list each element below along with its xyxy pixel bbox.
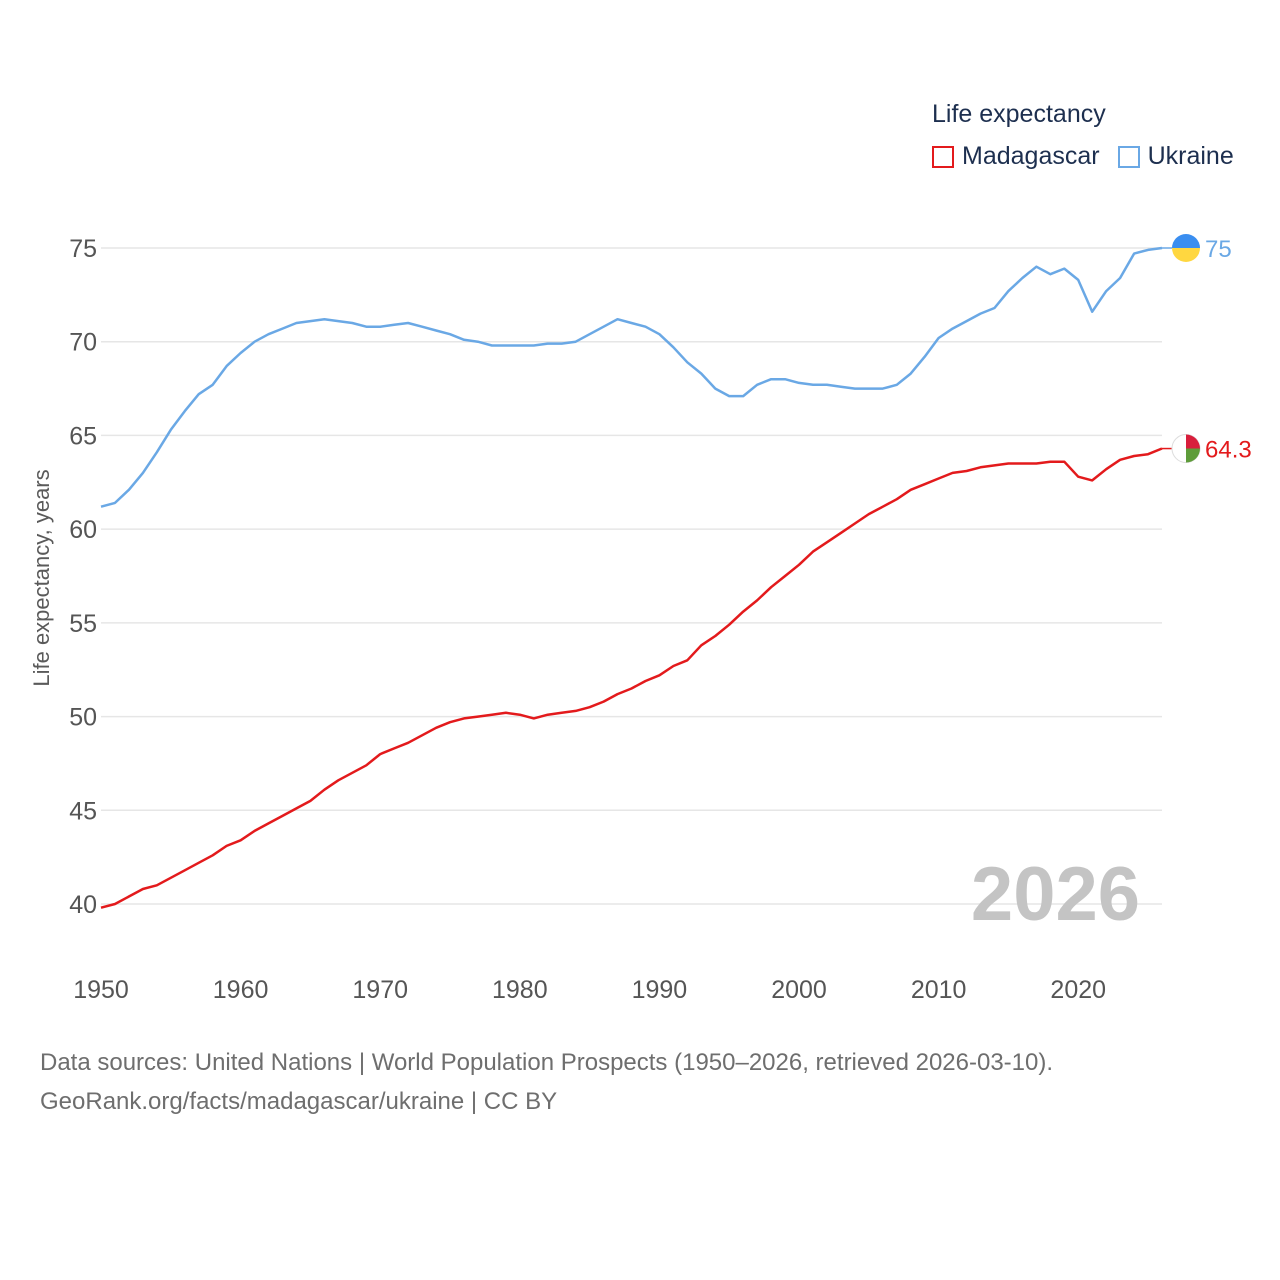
data-source: Data sources: United Nations | World Pop… — [40, 1043, 1053, 1121]
x-tick-label: 2020 — [1050, 976, 1106, 1004]
y-tick-label: 45 — [69, 797, 97, 825]
flag-green-madagascar — [1186, 448, 1200, 463]
legend-item-madagascar[interactable]: Madagascar — [932, 142, 1100, 171]
y-tick-label: 60 — [69, 516, 97, 544]
y-tick-label: 40 — [69, 891, 97, 919]
x-tick-label: 1990 — [632, 976, 688, 1004]
end-value-label-ukraine: 75 — [1205, 236, 1232, 263]
y-tick-label: 70 — [69, 329, 97, 357]
source-line-1: Data sources: United Nations | World Pop… — [40, 1049, 1054, 1076]
source-line-2[interactable]: GeoRank.org/facts/madagascar/ukraine | C… — [40, 1088, 558, 1115]
legend-swatch-madagascar — [932, 145, 954, 168]
y-tick-label: 65 — [69, 422, 97, 450]
series-line-ukraine — [100, 246, 1163, 508]
legend-title: Life expectancy — [932, 100, 1106, 128]
legend-item-ukraine[interactable]: Ukraine — [1117, 142, 1234, 171]
legend-swatch-ukraine — [1117, 145, 1140, 168]
x-tick-label: 2000 — [771, 976, 827, 1004]
life-expectancy-chart: 40 45 50 55 60 65 70 75 1950 1960 1970 1980 1990 2000… — [69, 234, 1252, 1004]
y-tick-label: 75 — [69, 235, 97, 263]
legend: Madagascar Ukraine — [932, 142, 1252, 171]
year-watermark: 2026 — [971, 852, 1140, 937]
x-tick-label: 1960 — [213, 976, 269, 1004]
x-tick-label: 1950 — [73, 976, 129, 1004]
x-tick-label: 1970 — [352, 976, 408, 1004]
flag-top-ukraine — [1172, 234, 1200, 248]
series-line-madagascar — [100, 447, 1163, 909]
flag-red-madagascar — [1186, 434, 1200, 449]
legend-label-ukraine: Ukraine — [1147, 142, 1234, 170]
legend-label-madagascar: Madagascar — [962, 142, 1100, 170]
flag-bottom-ukraine — [1172, 248, 1200, 262]
y-tick-label: 50 — [69, 704, 97, 732]
x-tick-label: 1980 — [492, 976, 548, 1004]
y-tick-label: 55 — [69, 610, 97, 638]
end-value-label-madagascar: 64.3 — [1205, 437, 1252, 464]
x-tick-label: 2010 — [911, 976, 967, 1004]
